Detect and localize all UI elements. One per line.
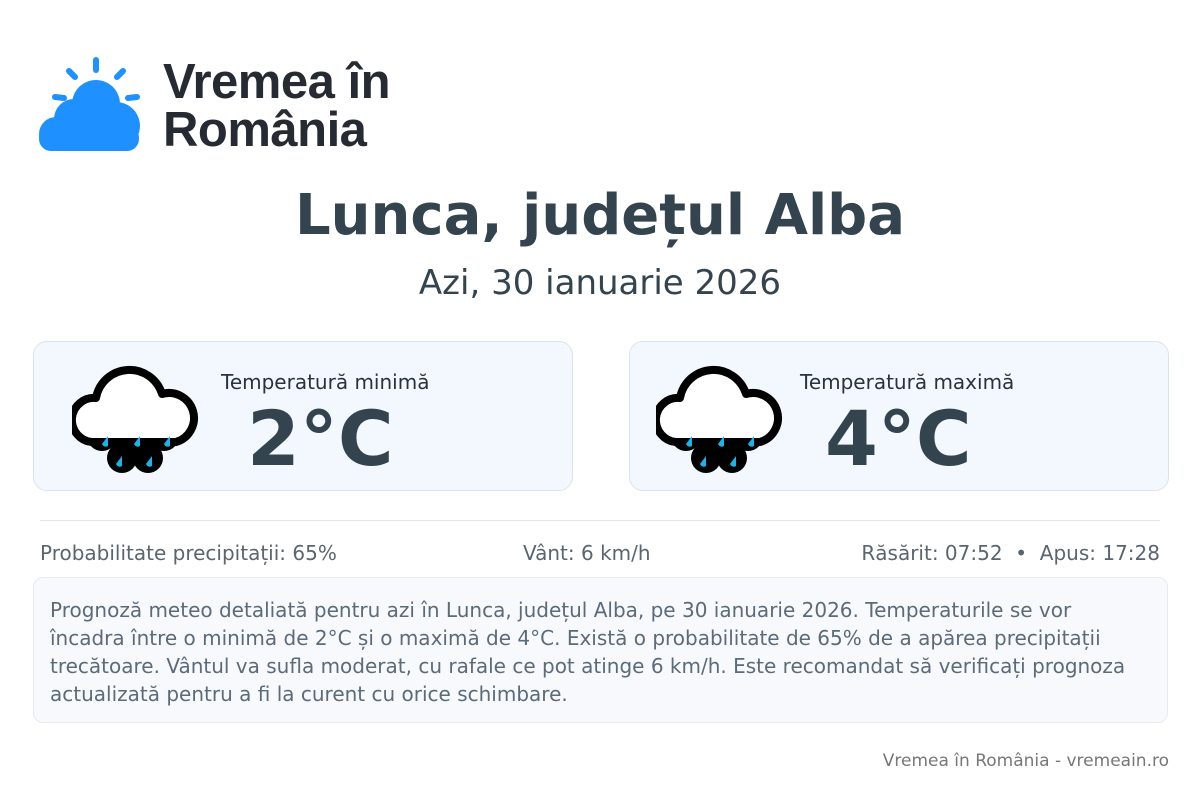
sun-cloud-icon	[39, 57, 140, 151]
min-temp-card: Temperatură minimă 2°C	[33, 341, 573, 491]
divider	[40, 520, 1160, 521]
footer-credit: Vremea în România - vremeain.ro	[882, 751, 1169, 771]
max-temp-value: 4°C	[825, 394, 972, 483]
min-temp-value: 2°C	[247, 394, 394, 483]
rain-cloud-icon	[72, 365, 198, 473]
brand-name: Vremea în România	[163, 55, 391, 157]
max-temp-label: Temperatură maximă	[800, 370, 1015, 394]
rain-cloud-icon	[656, 365, 782, 473]
min-temp-label: Temperatură minimă	[221, 370, 430, 394]
forecast-description: Prognoză meteo detaliată pentru azi în L…	[33, 577, 1168, 723]
brand-line2: România	[163, 103, 367, 157]
sun-times-stat: Răsărit: 07:52 • Apus: 17:28	[861, 541, 1160, 565]
precipitation-stat: Probabilitate precipitații: 65%	[40, 541, 337, 565]
max-temp-card: Temperatură maximă 4°C	[629, 341, 1169, 491]
brand-line1: Vremea în	[163, 55, 391, 109]
page-subtitle: Azi, 30 ianuarie 2026	[418, 263, 782, 303]
page-title: Lunca, județul Alba	[294, 183, 906, 248]
wind-stat: Vânt: 6 km/h	[523, 541, 651, 565]
